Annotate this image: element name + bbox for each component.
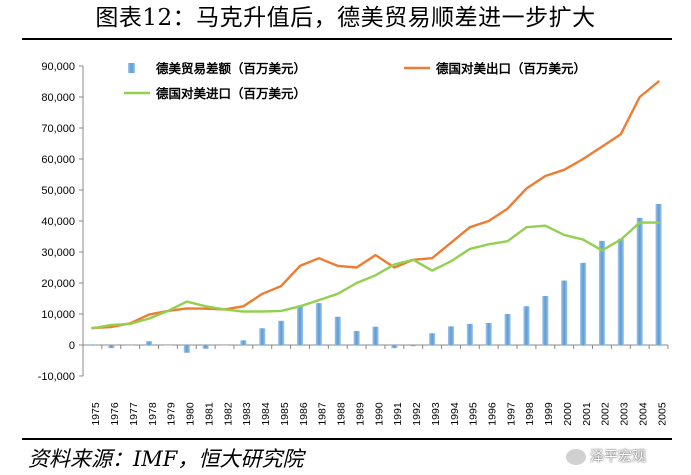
bar [164,345,171,346]
bar [240,340,247,345]
x-tick-label: 1995 [468,402,480,426]
y-tick-label: 30,000 [41,247,75,259]
chart-area: 90,000 80,000 70,000 60,000 50,000 40,000 30,0… [38,61,669,426]
bar [542,296,549,345]
y-tick-label: 70,000 [41,123,75,135]
source-rule [22,438,672,440]
wechat-icon [566,449,586,465]
legend: 德美贸易差额（百万美元） 德国对美出口（百万美元） 德国对美进口（百万美元） [124,61,586,101]
x-tick-label: 1994 [449,402,461,426]
watermark: 泽平宏观 [566,446,646,466]
bar [372,326,379,345]
bar [391,345,398,349]
bar [259,328,266,345]
bar [485,322,492,345]
bar [636,217,643,345]
y-tick-label: 60,000 [41,154,75,166]
bar [296,305,304,345]
bar [561,280,568,345]
y-tick-label: -10,000 [38,371,75,383]
x-tick-label: 2005 [656,402,668,426]
y-tick-label: 50,000 [41,185,75,197]
bar [466,323,473,345]
legend-label: 德国对美出口（百万美元） [436,61,586,76]
x-tick-label: 1981 [203,402,215,426]
bar [278,320,285,345]
bar [202,345,209,349]
y-tick-label: 40,000 [41,216,75,228]
x-tick-label: 2003 [619,402,631,426]
legend-label: 德国对美进口（百万美元） [156,86,306,101]
x-tick-label: 1993 [430,402,442,426]
bar-series [89,203,662,353]
bar [429,333,436,345]
bar [146,341,153,345]
bar [617,238,624,345]
x-tick-label: 1975 [90,402,102,426]
chart-title: 图表12：马克升值后，德美贸易顺差进一步扩大 [95,5,596,31]
y-tick-label: 90,000 [41,61,75,73]
y-tick-label: 20,000 [41,278,75,290]
x-tick-label: 1988 [336,402,348,426]
bar [655,203,662,345]
title-rule [22,38,672,40]
x-tick-label: 1997 [505,402,517,426]
bar [353,331,360,345]
x-tick-label: 1980 [185,402,197,426]
legend-label: 德美贸易差额（百万美元） [156,61,306,76]
x-tick-label: 1977 [128,402,140,426]
bar [183,345,190,353]
bar [221,345,228,346]
y-tick-label: 0 [69,340,75,352]
watermark-text: 泽平宏观 [590,449,646,465]
source-note: 资料来源：IMF，恒大研究院 [28,447,304,471]
bar [89,344,96,345]
bar [580,262,587,345]
y-tick-label: 80,000 [41,92,75,104]
bar [598,240,605,345]
bar [523,306,530,345]
x-tick-label: 1989 [354,402,366,426]
x-tick-label: 1990 [373,402,385,426]
legend-swatch [128,63,135,73]
axes: 90,000 80,000 70,000 60,000 50,000 40,000 30,0… [38,61,669,426]
x-tick-label: 1978 [147,402,159,426]
bar [447,326,455,345]
bar [334,316,341,345]
bar [504,314,511,345]
x-tick-label: 2001 [581,402,593,426]
x-tick-label: 1991 [392,402,404,426]
x-tick-label: 1979 [166,402,178,426]
x-tick-label: 1998 [524,402,536,426]
bar [127,345,134,346]
x-tick-label: 1983 [241,402,253,426]
x-tick-label: 2000 [562,402,574,426]
x-tick-label: 1999 [543,402,555,426]
bar [410,345,417,347]
x-tick-label: 1987 [317,402,329,426]
bar [315,303,322,345]
x-tick-label: 1986 [298,402,310,426]
export-line [91,80,660,330]
y-tick-label: 10,000 [41,309,75,321]
x-tick-label: 2004 [637,402,649,426]
x-tick-label: 1985 [279,402,291,426]
x-tick-label: 1984 [260,402,272,426]
import-line [91,221,660,330]
line-series [91,80,660,330]
x-tick-label: 1976 [109,402,121,426]
x-tick-label: 1982 [222,402,234,426]
x-tick-label: 1992 [411,402,423,426]
bar [108,345,115,349]
x-tick-label: 1996 [487,402,499,426]
x-tick-label: 2002 [600,402,612,426]
